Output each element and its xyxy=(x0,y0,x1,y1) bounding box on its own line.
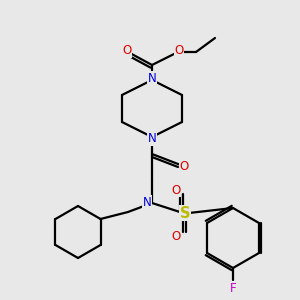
Text: N: N xyxy=(148,71,156,85)
Text: O: O xyxy=(174,44,184,58)
Text: F: F xyxy=(230,281,236,295)
Text: O: O xyxy=(171,230,181,242)
Text: S: S xyxy=(180,206,190,220)
Text: N: N xyxy=(142,196,152,208)
Text: O: O xyxy=(171,184,181,196)
Text: N: N xyxy=(148,133,156,146)
Text: O: O xyxy=(179,160,189,173)
Text: O: O xyxy=(122,44,132,58)
